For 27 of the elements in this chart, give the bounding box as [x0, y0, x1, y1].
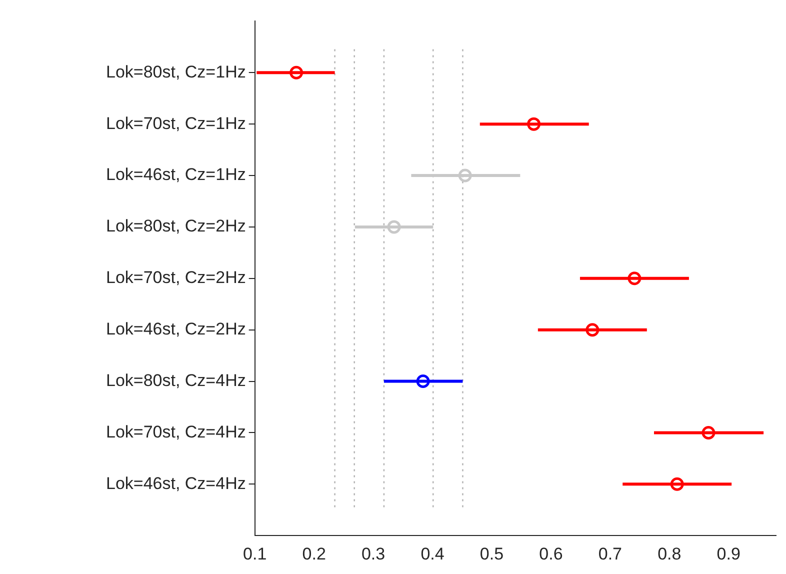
point [458, 168, 472, 182]
x-tick-label: 0.3 [361, 544, 386, 564]
point [387, 220, 401, 234]
point [586, 323, 600, 337]
point [702, 426, 716, 440]
x-tick-label: 0.4 [420, 544, 444, 564]
y-tick-label: Lok=46st, Cz=4Hz [106, 474, 246, 493]
x-tick-label: 0.6 [539, 544, 563, 564]
point [290, 66, 304, 80]
point [527, 117, 541, 131]
point [416, 374, 430, 388]
point [670, 477, 684, 491]
y-tick-label: Lok=80st, Cz=1Hz [106, 62, 246, 82]
y-tick-label: Lok=46st, Cz=2Hz [106, 320, 246, 339]
x-tick-label: 0.2 [302, 544, 326, 564]
x-tick-label: 0.1 [243, 544, 267, 564]
y-tick-label: Lok=70st, Cz=2Hz [106, 268, 246, 288]
x-tick-label: 0.7 [598, 544, 622, 564]
y-tick-label: Lok=80st, Cz=4Hz [106, 370, 246, 390]
y-tick-label: Lok=70st, Cz=4Hz [106, 422, 246, 442]
y-tick-label: Lok=70st, Cz=1Hz [106, 114, 246, 133]
y-tick-label: Lok=80st, Cz=2Hz [106, 216, 246, 236]
x-tick-label: 0.9 [716, 544, 740, 564]
y-tick-label: Lok=46st, Cz=1Hz [106, 165, 246, 184]
x-tick-label: 0.5 [480, 544, 504, 564]
point [628, 272, 642, 286]
x-tick-label: 0.8 [658, 544, 682, 564]
